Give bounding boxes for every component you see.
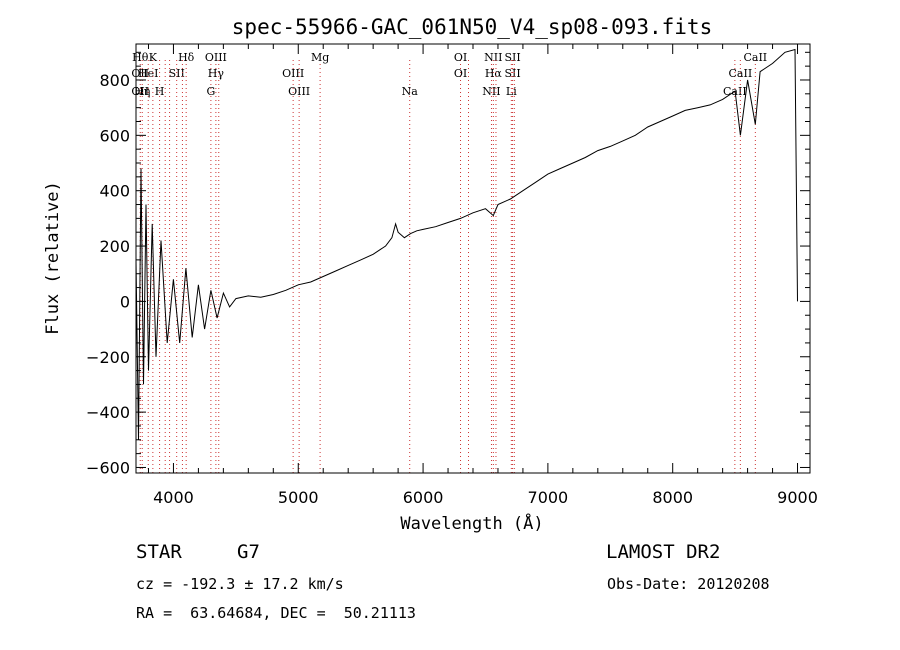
survey-name: LAMOST DR2	[606, 541, 721, 563]
y-tick-label: 600	[99, 126, 130, 145]
marker-label: Li	[506, 85, 517, 98]
marker-label: Hη	[134, 85, 150, 98]
x-tick-label: 7000	[528, 488, 569, 507]
x-tick-label: 6000	[403, 488, 444, 507]
spectrum-series-line	[135, 48, 798, 440]
marker-label: NII	[482, 85, 500, 98]
y-axis-label: Flux (relative)	[43, 181, 63, 335]
marker-label: Hθ	[132, 51, 149, 64]
object-subclass: G7	[237, 541, 260, 563]
coordinates-readout: RA = 63.64684, DEC = 50.21113	[136, 604, 416, 622]
marker-label: SII	[169, 67, 185, 80]
plot-frame	[135, 43, 811, 474]
marker-label: CaII	[743, 51, 767, 64]
y-tick-label: −200	[86, 348, 130, 367]
observation-date: Obs-Date: 20120208	[607, 575, 770, 593]
marker-label: SII	[504, 51, 520, 64]
marker-label: OI	[454, 51, 467, 64]
marker-label: OI	[454, 67, 467, 80]
marker-label: G	[206, 85, 215, 98]
x-axis-label: Wavelength (Å)	[400, 512, 543, 534]
marker-label: Hγ	[208, 67, 225, 80]
marker-label: Mg	[311, 51, 329, 64]
object-class: STAR	[136, 541, 182, 563]
velocity-readout: cz = -192.3 ± 17.2 km/s	[136, 575, 344, 593]
marker-label: Na	[402, 85, 419, 98]
x-axis: 4000 5000 6000 7000 8000 9000	[147, 44, 818, 507]
y-axis: −600 −400 −200 0 200 400 600 800	[86, 51, 810, 477]
marker-label: OIII	[288, 85, 310, 98]
y-tick-label: 400	[99, 182, 130, 201]
x-tick-label: 8000	[652, 488, 693, 507]
x-tick-label: 9000	[777, 488, 818, 507]
marker-label: NII	[484, 51, 502, 64]
x-tick-label: 4000	[153, 488, 194, 507]
y-tick-label: −400	[86, 403, 130, 422]
marker-label: Hα	[485, 67, 503, 80]
marker-label: K	[149, 51, 158, 64]
marker-label: HeI	[138, 67, 158, 80]
chart-title: spec-55966-GAC_061N50_V4_sp08-093.fits	[232, 15, 712, 39]
marker-label: CaII	[729, 67, 753, 80]
marker-label: Hδ	[178, 51, 195, 64]
y-tick-label: 800	[99, 71, 130, 90]
marker-label: SII	[504, 67, 520, 80]
y-tick-label: 200	[99, 237, 130, 256]
y-tick-label: −600	[86, 458, 130, 477]
marker-label: H	[155, 85, 165, 98]
marker-label: OIII	[282, 67, 304, 80]
marker-label: OIII	[205, 51, 227, 64]
x-tick-label: 5000	[278, 488, 319, 507]
y-tick-label: 0	[120, 292, 130, 311]
